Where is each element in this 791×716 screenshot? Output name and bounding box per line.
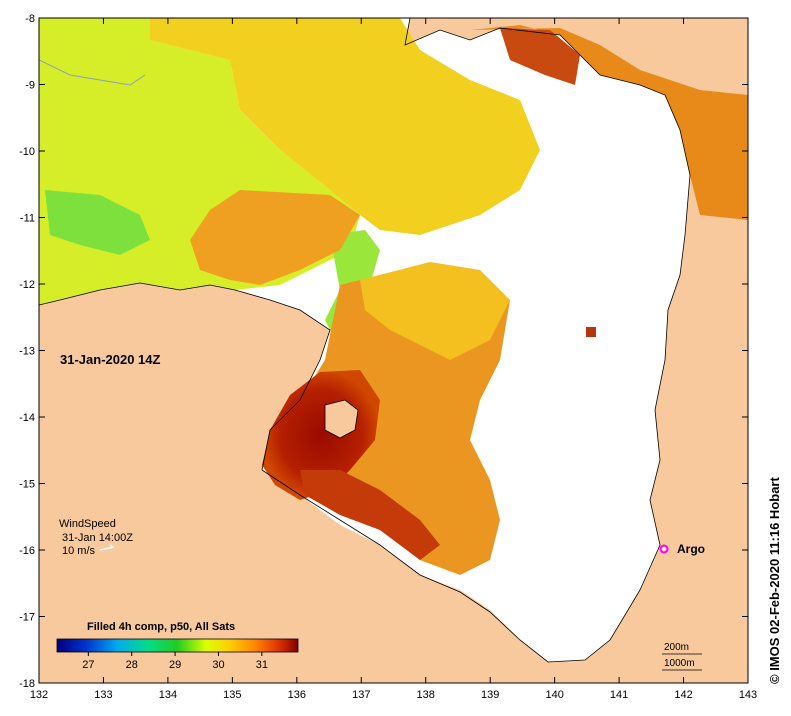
argo-label: Argo	[677, 542, 705, 556]
wind-scale: 10 m/s	[62, 545, 96, 557]
colorbar-title: Filled 4h comp, p50, All Sats	[87, 621, 235, 633]
sst-patch-yellow-north	[150, 18, 540, 235]
scale-label-1000m: 1000m	[664, 658, 695, 669]
wind-arrow-icon	[99, 544, 115, 551]
wind-title: WindSpeed	[59, 518, 116, 530]
argo-float-marker[interactable]	[659, 544, 669, 554]
coastline-south	[261, 18, 691, 663]
sst-patch-small-hot	[586, 327, 596, 337]
sst-patch-hot-lower	[300, 470, 440, 560]
y-tick-label: -17	[19, 612, 35, 624]
sst-patch-yellow-south	[360, 262, 510, 360]
x-tick-label: 137	[352, 689, 370, 701]
x-tick-label: 133	[94, 689, 112, 701]
y-axis: -8 -9 -10 -11 -12 -13 -14 -15 -16 -17 -18	[19, 13, 748, 690]
wind-time: 31-Jan 14:00Z	[62, 532, 133, 544]
x-tick-label: 132	[30, 689, 48, 701]
sst-patch-orange-mid	[190, 190, 360, 285]
river-line	[39, 59, 146, 86]
y-tick-label: -12	[19, 279, 35, 291]
y-tick-label: -10	[19, 146, 35, 158]
y-tick-label: -8	[25, 13, 35, 25]
y-tick-label: -15	[19, 479, 35, 491]
credit-label: © IMOS 02-Feb-2020 11:16 Hobart	[767, 477, 782, 684]
x-tick-label: 143	[739, 689, 757, 701]
colorbar-tick-label: 27	[82, 659, 94, 671]
x-tick-label: 141	[610, 689, 628, 701]
colorbar-tick-label: 29	[169, 659, 181, 671]
x-tick-label: 134	[159, 689, 177, 701]
y-tick-label: -16	[19, 545, 35, 557]
x-axis: 132 133 134 135 136 137 138 139 140 141 142 143	[30, 18, 757, 701]
coastline-arnhem	[39, 282, 331, 471]
y-tick-label: -13	[19, 346, 35, 358]
sst-patch-northeast-hot	[500, 28, 580, 85]
coastline-groote	[324, 399, 359, 439]
colorbar-tick-label: 30	[212, 659, 224, 671]
x-tick-label: 135	[223, 689, 241, 701]
y-tick-label: -9	[25, 80, 35, 92]
x-tick-label: 142	[674, 689, 692, 701]
sst-patch-northeast	[470, 25, 748, 220]
colorbar-tick-label: 31	[256, 659, 268, 671]
colorbar-tick-label: 28	[126, 659, 138, 671]
y-tick-label: -18	[19, 678, 35, 690]
scale-label-200m: 200m	[664, 642, 689, 653]
colorbar-ticks: 27 28 29 30 31	[82, 652, 268, 671]
colorbar	[56, 638, 299, 653]
x-tick-label: 140	[545, 689, 563, 701]
sst-patch-green	[45, 190, 150, 255]
sst-patch-hot-core	[262, 370, 380, 500]
y-tick-label: -14	[19, 412, 35, 424]
x-tick-label: 136	[288, 689, 306, 701]
x-tick-label: 139	[481, 689, 499, 701]
x-tick-label: 138	[417, 689, 435, 701]
y-tick-label: -11	[20, 213, 35, 225]
timestamp-label: 31-Jan-2020 14Z	[60, 352, 161, 367]
